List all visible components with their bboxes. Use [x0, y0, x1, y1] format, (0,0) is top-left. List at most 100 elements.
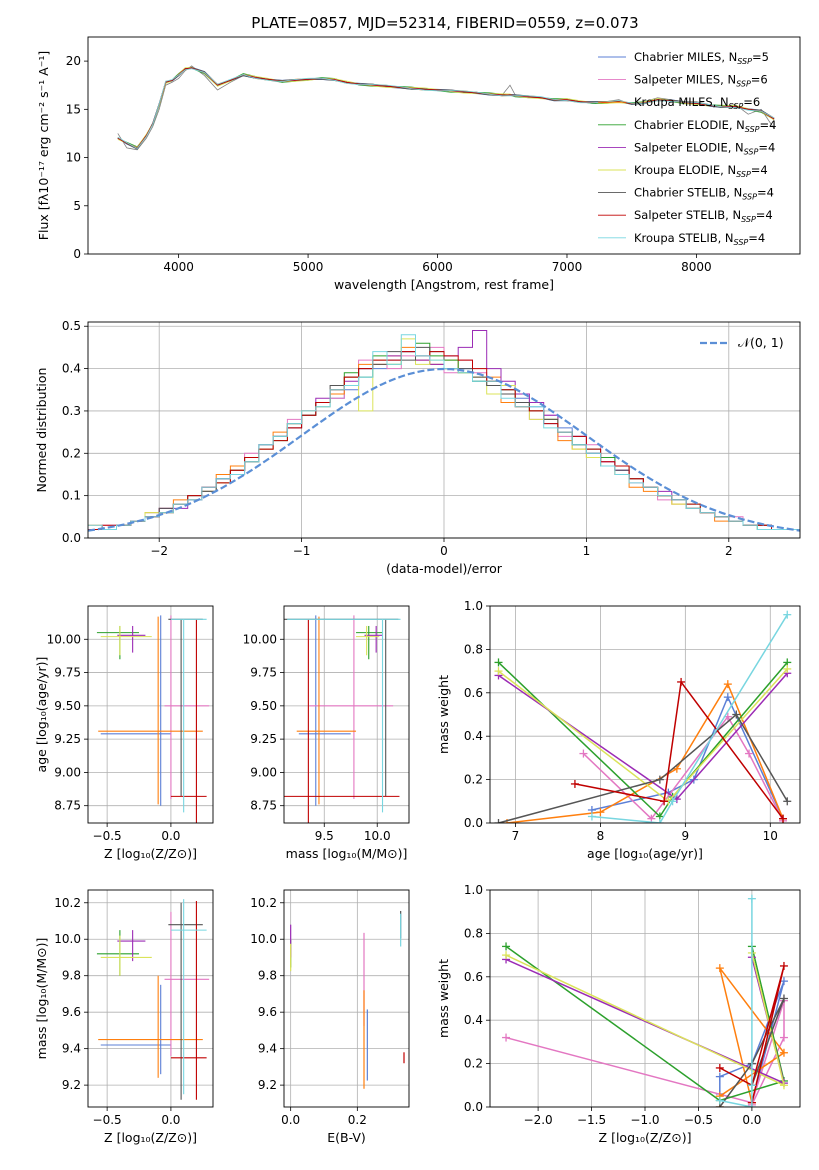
weight-line-8	[591, 614, 788, 823]
y-tick-label: 0.1	[62, 489, 81, 503]
y-tick-label: 0.2	[464, 773, 483, 787]
y-tick-label: 9.00	[250, 765, 277, 779]
model-spectrum-8	[117, 68, 775, 150]
y-tick-label: 10.2	[250, 896, 277, 910]
x-tick-label: 0.0	[161, 1113, 180, 1127]
x-tick-label: 10	[763, 829, 778, 843]
y-tick-label: 9.6	[258, 1005, 277, 1019]
y-tick-label: 0.2	[62, 446, 81, 460]
x-tick-label: 0	[440, 544, 448, 558]
x-tick-label: 0.2	[348, 1113, 367, 1127]
legend-label: Salpeter ELODIE, NSSP=4	[634, 140, 775, 156]
weight-line-6	[719, 998, 785, 1107]
x-tick-label: −2	[150, 544, 168, 558]
plot-area	[502, 894, 788, 1107]
x-tick-label: 4000	[163, 260, 194, 274]
plot-area	[494, 610, 792, 823]
x-tick-label: 7	[512, 829, 520, 843]
y-tick-label: 9.50	[54, 699, 81, 713]
x-tick-label: 0.0	[161, 829, 180, 843]
y-tick-label: 9.6	[62, 1005, 81, 1019]
y-tick-label: 9.25	[54, 732, 81, 746]
panel-age_vs_Z: −0.5 0.0 8.75 9.00 9.25 9.50 9.75 10.00 Z [log₁₀…	[34, 605, 214, 861]
x-tick-label: 1	[583, 544, 591, 558]
y-tick-label: 9.00	[54, 765, 81, 779]
y-axis-label: mass weight	[436, 675, 451, 754]
y-tick-label: 0.4	[62, 362, 81, 376]
y-tick-label: 0.0	[464, 816, 483, 830]
x-tick-label: −1.5	[577, 1113, 606, 1127]
x-tick-label: −1.0	[630, 1113, 659, 1127]
x-tick-label: −0.5	[684, 1113, 713, 1127]
x-axis-label: age [log₁₀(age/yr)]	[587, 846, 703, 861]
y-tick-label: 9.4	[62, 1042, 81, 1056]
panel-spectrum: 4000 5000 6000 7000 8000 0 5 10 15 20 wavelength […	[36, 36, 801, 292]
y-axis-label: Normed distribution	[34, 368, 49, 493]
model-spectrum-7	[117, 67, 775, 149]
x-tick-label: 2	[725, 544, 733, 558]
y-tick-label: 1.0	[464, 599, 483, 613]
axes-frame	[87, 321, 801, 539]
legend-label: 𝒩(0, 1)	[738, 335, 784, 350]
legend-label: Salpeter STELIB, NSSP=4	[634, 208, 773, 224]
axes-frame	[87, 605, 214, 824]
y-tick-label: 9.75	[54, 666, 81, 680]
x-tick-label: −0.5	[93, 1113, 122, 1127]
y-tick-label: 9.50	[250, 699, 277, 713]
x-axis-label: mass [log₁₀(M/M⊙)]	[286, 846, 408, 861]
x-axis-label: wavelength [Angstrom, rest frame]	[334, 277, 554, 292]
y-tick-label: 10	[66, 151, 81, 165]
x-tick-label: 0.0	[281, 1113, 300, 1127]
residual-histogram-8	[88, 334, 800, 530]
x-tick-label: 8	[597, 829, 605, 843]
y-tick-label: 9.2	[258, 1078, 277, 1092]
plot-area	[96, 615, 210, 823]
legend-label: Chabrier ELODIE, NSSP=4	[634, 118, 776, 134]
x-axis-label: Z [log₁₀(Z/Z⊙)]	[599, 1130, 692, 1145]
y-tick-label: 0.8	[464, 642, 483, 656]
y-axis-label: mass weight	[436, 959, 451, 1038]
legend-label: Chabrier MILES, NSSP=5	[634, 50, 769, 66]
y-tick-label: 10.2	[54, 896, 81, 910]
legend-label: Kroupa MILES, NSSP=6	[634, 95, 760, 111]
x-axis-label: (data-model)/error	[386, 561, 503, 576]
y-tick-label: 9.2	[62, 1078, 81, 1092]
y-tick-label: 0.8	[464, 926, 483, 940]
y-axis-label: Flux [fλ10⁻¹⁷ erg cm⁻² s⁻¹ A⁻¹]	[36, 51, 51, 240]
plot-area	[88, 330, 800, 532]
weight-line-5	[498, 668, 788, 803]
x-axis-label: E(B-V)	[327, 1130, 366, 1145]
y-tick-label: 0.4	[464, 729, 483, 743]
panel-mass_vs_ebv: 0.0 0.2 9.2 9.4 9.6 9.8 10.0 10.2 E(B-V)	[250, 889, 410, 1145]
weight-line-6	[498, 713, 788, 823]
figure-title: PLATE=0857, MJD=52314, FIBERID=0559, z=0…	[251, 14, 638, 32]
plot-area	[284, 615, 401, 823]
panel-mass_vs_Z: −0.5 0.0 9.2 9.4 9.6 9.8 10.0 10.2 Z [log₁₀(Z/Z⊙…	[34, 889, 214, 1145]
panel-mass_weight_vs_Z: −2.0 −1.5 −1.0 −0.5 0.0 0.0 0.2 0.4 0.6 0.8 1.0 Z […	[436, 883, 801, 1145]
weight-line-7	[719, 965, 785, 1103]
x-tick-label: 7000	[552, 260, 583, 274]
legend-label: Kroupa STELIB, NSSP=4	[634, 231, 765, 247]
y-tick-label: 8.75	[250, 799, 277, 813]
x-tick-label: 9.5	[315, 829, 334, 843]
legend-label: Salpeter MILES, NSSP=6	[634, 73, 768, 89]
weight-line-3	[497, 661, 788, 818]
x-axis-label: Z [log₁₀(Z/Z⊙)]	[104, 846, 197, 861]
x-tick-label: 5000	[293, 260, 324, 274]
y-tick-label: 10.0	[54, 932, 81, 946]
y-tick-label: 0.5	[62, 319, 81, 333]
y-tick-label: 0.4	[464, 1013, 483, 1027]
panel-mass_weight_vs_age: 7 8 9 10 0.0 0.2 0.4 0.6 0.8 1.0 age [log₁₀(age/yr…	[436, 599, 801, 861]
plot-area	[290, 910, 405, 1089]
panel-age_vs_mass: 9.5 10.0 8.75 9.00 9.25 9.50 9.75 10.00 mass [lo…	[243, 605, 410, 861]
x-tick-label: 9	[682, 829, 690, 843]
x-tick-label: 8000	[681, 260, 712, 274]
x-tick-label: 6000	[422, 260, 453, 274]
plot-area	[117, 65, 775, 151]
y-tick-label: 15	[66, 102, 81, 116]
x-tick-label: −2.0	[524, 1113, 553, 1127]
legend-label: Chabrier STELIB, NSSP=4	[634, 186, 774, 202]
x-tick-label: −1	[293, 544, 311, 558]
y-tick-label: 0.3	[62, 404, 81, 418]
